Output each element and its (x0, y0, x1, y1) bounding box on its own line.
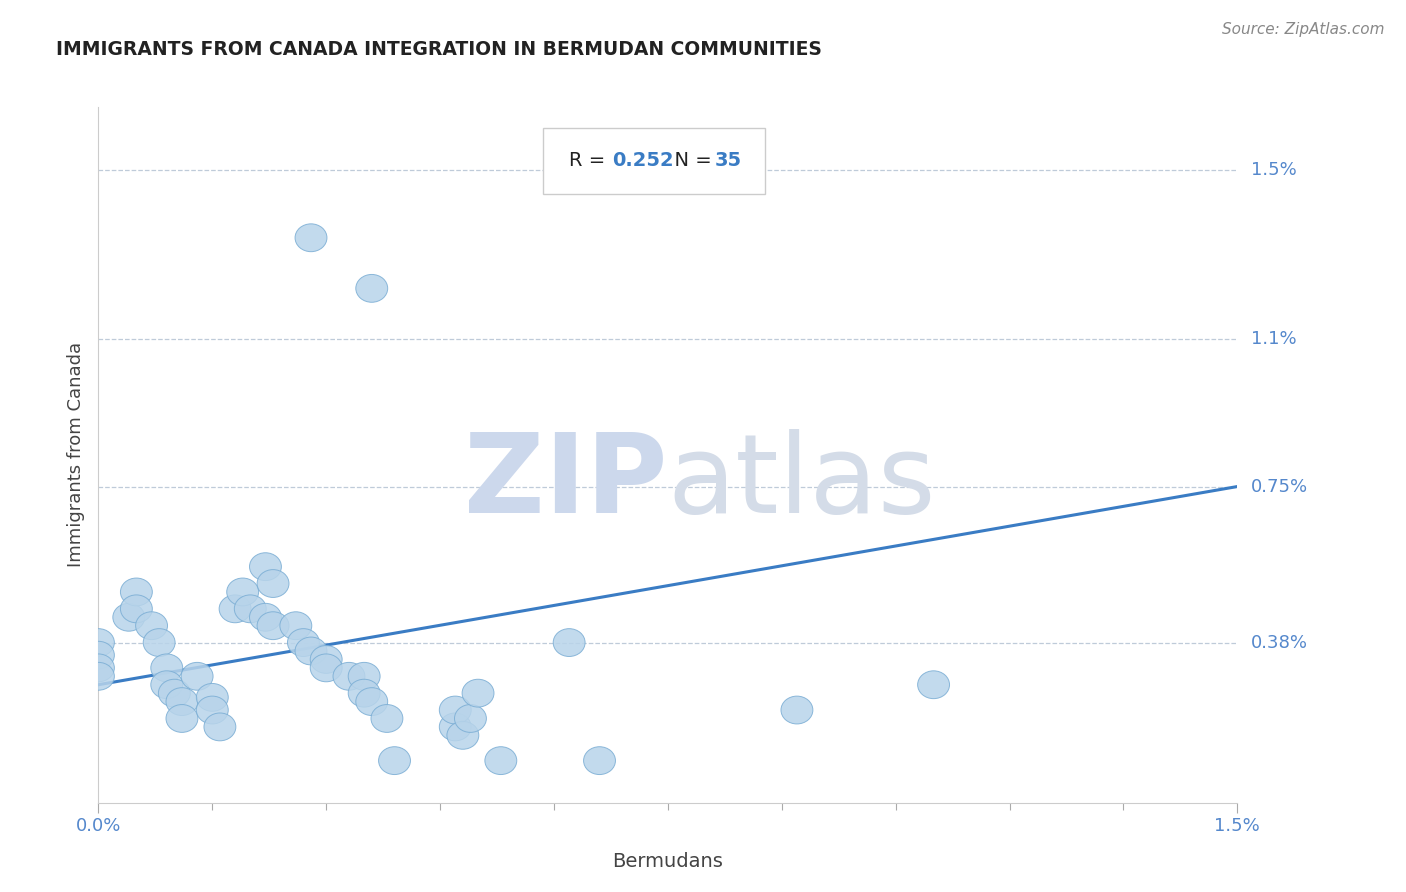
Ellipse shape (287, 629, 319, 657)
Ellipse shape (197, 683, 228, 711)
Ellipse shape (121, 595, 152, 623)
Ellipse shape (83, 641, 114, 669)
Ellipse shape (371, 705, 404, 732)
Ellipse shape (295, 637, 328, 665)
Ellipse shape (463, 679, 494, 707)
Ellipse shape (439, 696, 471, 724)
Text: 1.1%: 1.1% (1251, 330, 1296, 348)
Ellipse shape (249, 603, 281, 632)
Text: R =: R = (569, 151, 612, 170)
Ellipse shape (121, 578, 152, 606)
Ellipse shape (219, 595, 252, 623)
Ellipse shape (257, 570, 290, 598)
Ellipse shape (356, 275, 388, 302)
Y-axis label: Immigrants from Canada: Immigrants from Canada (66, 343, 84, 567)
Ellipse shape (599, 136, 631, 163)
Ellipse shape (166, 688, 198, 715)
Ellipse shape (143, 629, 176, 657)
Ellipse shape (204, 713, 236, 741)
Ellipse shape (197, 696, 228, 724)
Text: 0.38%: 0.38% (1251, 633, 1308, 651)
Ellipse shape (378, 747, 411, 774)
Text: 1.5%: 1.5% (1251, 161, 1296, 179)
Ellipse shape (311, 646, 342, 673)
Ellipse shape (166, 705, 198, 732)
Text: Source: ZipAtlas.com: Source: ZipAtlas.com (1222, 22, 1385, 37)
Ellipse shape (150, 654, 183, 681)
Text: 0.75%: 0.75% (1251, 477, 1309, 496)
Ellipse shape (583, 747, 616, 774)
Ellipse shape (150, 671, 183, 698)
Ellipse shape (333, 663, 366, 690)
Ellipse shape (553, 629, 585, 657)
FancyBboxPatch shape (543, 128, 765, 194)
Text: N =: N = (662, 151, 718, 170)
Ellipse shape (780, 696, 813, 724)
Ellipse shape (83, 654, 114, 681)
Ellipse shape (280, 612, 312, 640)
Ellipse shape (181, 663, 214, 690)
Ellipse shape (159, 679, 190, 707)
Ellipse shape (349, 679, 380, 707)
Ellipse shape (295, 224, 328, 252)
Ellipse shape (112, 603, 145, 632)
Ellipse shape (439, 713, 471, 741)
Ellipse shape (226, 578, 259, 606)
Ellipse shape (447, 722, 479, 749)
Text: 0.252: 0.252 (612, 151, 673, 170)
Ellipse shape (249, 553, 281, 581)
Ellipse shape (356, 688, 388, 715)
Text: IMMIGRANTS FROM CANADA INTEGRATION IN BERMUDAN COMMUNITIES: IMMIGRANTS FROM CANADA INTEGRATION IN BE… (56, 40, 823, 59)
Text: 35: 35 (714, 151, 742, 170)
Ellipse shape (83, 629, 114, 657)
Text: ZIP: ZIP (464, 429, 668, 536)
Ellipse shape (135, 612, 167, 640)
Ellipse shape (454, 705, 486, 732)
Text: atlas: atlas (668, 429, 936, 536)
Ellipse shape (485, 747, 517, 774)
Ellipse shape (83, 663, 114, 690)
Ellipse shape (235, 595, 266, 623)
Ellipse shape (918, 671, 949, 698)
Ellipse shape (311, 654, 342, 681)
Ellipse shape (257, 612, 290, 640)
X-axis label: Bermudans: Bermudans (613, 852, 723, 871)
Ellipse shape (349, 663, 380, 690)
